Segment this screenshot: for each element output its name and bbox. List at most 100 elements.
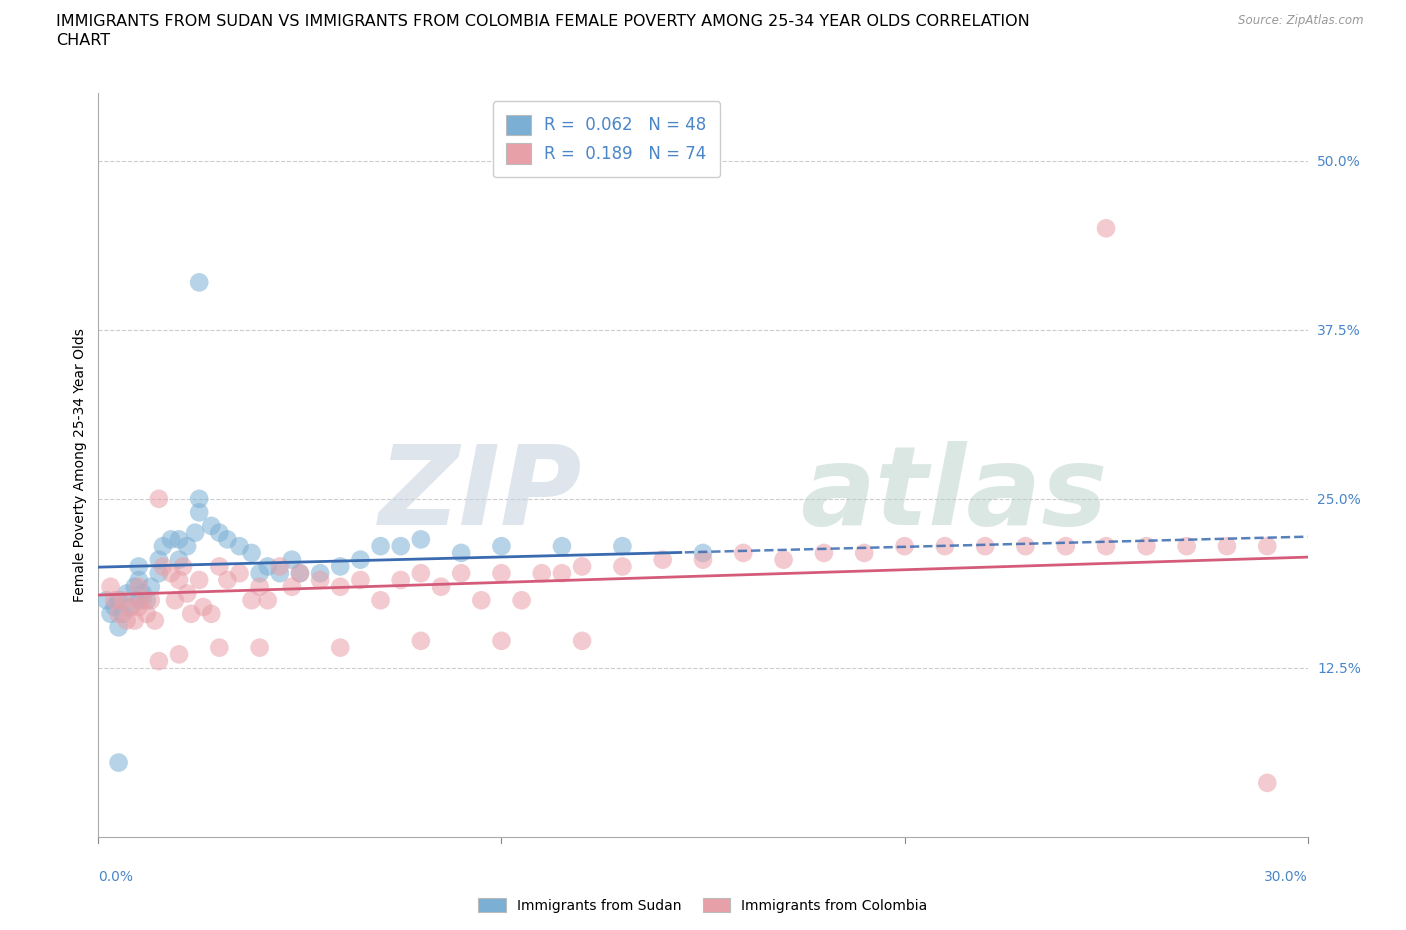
Point [1054,538,1077,553]
Point [139,592,162,607]
Point [124,613,146,628]
Point [103,600,125,615]
Text: Source: ZipAtlas.com: Source: ZipAtlas.com [1239,14,1364,27]
Point [160,565,183,580]
Point [974,538,997,553]
Point [249,565,271,580]
Point [148,654,170,669]
Point [167,573,190,588]
Point [128,592,150,607]
Text: CHART: CHART [56,33,110,47]
Point [128,600,150,615]
Point [1014,538,1036,553]
Point [491,538,513,553]
Point [180,606,202,621]
Point [510,592,533,607]
Point [167,532,190,547]
Point [167,647,190,662]
Point [692,546,714,561]
Point [107,755,129,770]
Legend: R =  0.062   N = 48, R =  0.189   N = 74: R = 0.062 N = 48, R = 0.189 N = 74 [492,101,720,177]
Point [176,586,198,601]
Point [143,613,166,628]
Y-axis label: Female Poverty Among 25-34 Year Olds: Female Poverty Among 25-34 Year Olds [73,328,87,602]
Point [530,565,553,580]
Point [571,559,593,574]
Point [128,559,150,574]
Point [288,565,311,580]
Text: IMMIGRANTS FROM SUDAN VS IMMIGRANTS FROM COLOMBIA FEMALE POVERTY AMONG 25-34 YEA: IMMIGRANTS FROM SUDAN VS IMMIGRANTS FROM… [56,14,1031,29]
Point [132,586,155,601]
Point [491,633,513,648]
Point [249,640,271,655]
Point [772,552,794,567]
Point [409,633,432,648]
Point [329,579,352,594]
Point [450,546,472,561]
Point [1095,220,1118,235]
Point [193,600,215,615]
Point [551,565,574,580]
Point [172,559,194,574]
Point [309,565,332,580]
Point [115,586,138,601]
Point [100,579,122,594]
Point [120,600,142,615]
Point [135,592,157,607]
Point [152,559,174,574]
Point [853,546,876,561]
Point [163,592,186,607]
Point [389,538,412,553]
Point [1256,538,1278,553]
Point [491,565,513,580]
Point [107,620,129,635]
Point [1216,538,1239,553]
Point [370,538,392,553]
Point [240,592,263,607]
Point [100,606,122,621]
Point [115,613,138,628]
Point [228,538,250,553]
Point [240,546,263,561]
Point [612,559,634,574]
Point [1095,538,1118,553]
Point [208,525,231,540]
Text: 0.0%: 0.0% [98,870,134,884]
Point [188,573,211,588]
Point [349,573,371,588]
Point [152,538,174,553]
Point [200,518,222,533]
Point [813,546,835,561]
Point [349,552,371,567]
Point [167,552,190,567]
Point [148,565,170,580]
Point [160,532,183,547]
Point [1256,776,1278,790]
Point [135,606,157,621]
Point [281,552,304,567]
Point [389,573,412,588]
Point [256,559,278,574]
Point [269,559,291,574]
Point [309,573,332,588]
Point [228,565,250,580]
Point [893,538,915,553]
Point [571,633,593,648]
Point [107,592,129,607]
Point [184,525,207,540]
Point [148,491,170,506]
Point [733,546,755,561]
Point [139,579,162,594]
Text: 30.0%: 30.0% [1264,870,1308,884]
Point [370,592,392,607]
Point [612,538,634,553]
Point [1135,538,1157,553]
Point [329,640,352,655]
Point [176,538,198,553]
Point [450,565,472,580]
Point [329,559,352,574]
Point [200,606,222,621]
Point [269,565,291,580]
Point [111,592,134,607]
Point [188,505,211,520]
